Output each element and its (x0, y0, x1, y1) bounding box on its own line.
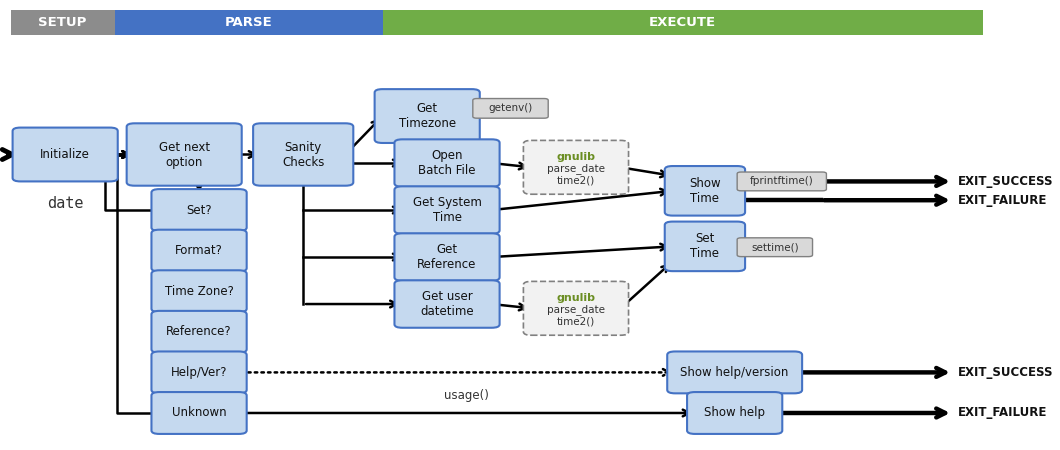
Text: Unknown: Unknown (172, 406, 227, 419)
Text: gnulib: gnulib (556, 152, 596, 162)
Text: Sanity
Checks: Sanity Checks (282, 140, 324, 168)
FancyBboxPatch shape (394, 280, 499, 328)
Text: EXECUTE: EXECUTE (649, 16, 717, 29)
Text: usage(): usage() (444, 389, 490, 402)
FancyBboxPatch shape (394, 140, 499, 187)
FancyBboxPatch shape (114, 10, 383, 35)
Text: Open
Batch File: Open Batch File (419, 149, 476, 177)
FancyBboxPatch shape (383, 10, 983, 35)
FancyBboxPatch shape (665, 221, 745, 271)
Text: Help/Ver?: Help/Ver? (171, 366, 227, 379)
Text: Set?: Set? (187, 203, 212, 216)
Text: Initialize: Initialize (40, 148, 90, 161)
FancyBboxPatch shape (152, 351, 247, 393)
Text: EXIT_SUCCESS: EXIT_SUCCESS (958, 175, 1054, 188)
Text: parse_date
time2(): parse_date time2() (547, 304, 605, 327)
FancyBboxPatch shape (13, 128, 118, 181)
Text: Show help/version: Show help/version (681, 366, 789, 379)
Text: Get next
option: Get next option (159, 140, 210, 168)
Text: Show help: Show help (704, 406, 765, 419)
FancyBboxPatch shape (126, 123, 242, 186)
FancyBboxPatch shape (737, 238, 813, 256)
FancyBboxPatch shape (11, 10, 114, 35)
FancyBboxPatch shape (473, 99, 548, 118)
FancyBboxPatch shape (687, 392, 782, 434)
Text: Get
Timezone: Get Timezone (399, 102, 456, 130)
FancyBboxPatch shape (737, 172, 827, 191)
Text: date: date (47, 196, 84, 211)
Text: EXIT_FAILURE: EXIT_FAILURE (958, 406, 1047, 419)
FancyBboxPatch shape (253, 123, 353, 186)
FancyBboxPatch shape (524, 140, 629, 194)
Text: parse_date
time2(): parse_date time2() (547, 163, 605, 185)
FancyBboxPatch shape (152, 230, 247, 271)
Text: Show
Time: Show Time (689, 177, 721, 205)
FancyBboxPatch shape (524, 281, 629, 335)
Text: Reference?: Reference? (166, 325, 232, 338)
Text: PARSE: PARSE (225, 16, 272, 29)
FancyBboxPatch shape (394, 186, 499, 234)
Text: Get System
Time: Get System Time (412, 196, 481, 224)
FancyBboxPatch shape (152, 311, 247, 353)
Text: getenv(): getenv() (489, 104, 532, 113)
FancyBboxPatch shape (152, 189, 247, 231)
Text: gnulib: gnulib (556, 293, 596, 303)
Text: EXIT_FAILURE: EXIT_FAILURE (958, 194, 1047, 207)
Text: fprintftime(): fprintftime() (749, 176, 814, 186)
FancyBboxPatch shape (152, 392, 247, 434)
FancyBboxPatch shape (152, 270, 247, 312)
FancyBboxPatch shape (665, 166, 745, 216)
Text: EXIT_SUCCESS: EXIT_SUCCESS (958, 366, 1054, 379)
Text: Get
Reference: Get Reference (418, 243, 477, 271)
FancyBboxPatch shape (394, 234, 499, 281)
Text: settime(): settime() (752, 242, 798, 252)
Text: Set
Time: Set Time (690, 232, 720, 261)
FancyBboxPatch shape (667, 351, 802, 393)
FancyBboxPatch shape (374, 89, 480, 143)
Text: SETUP: SETUP (38, 16, 87, 29)
Text: Get user
datetime: Get user datetime (420, 290, 474, 318)
Text: Time Zone?: Time Zone? (164, 285, 233, 298)
Text: Format?: Format? (175, 244, 223, 257)
